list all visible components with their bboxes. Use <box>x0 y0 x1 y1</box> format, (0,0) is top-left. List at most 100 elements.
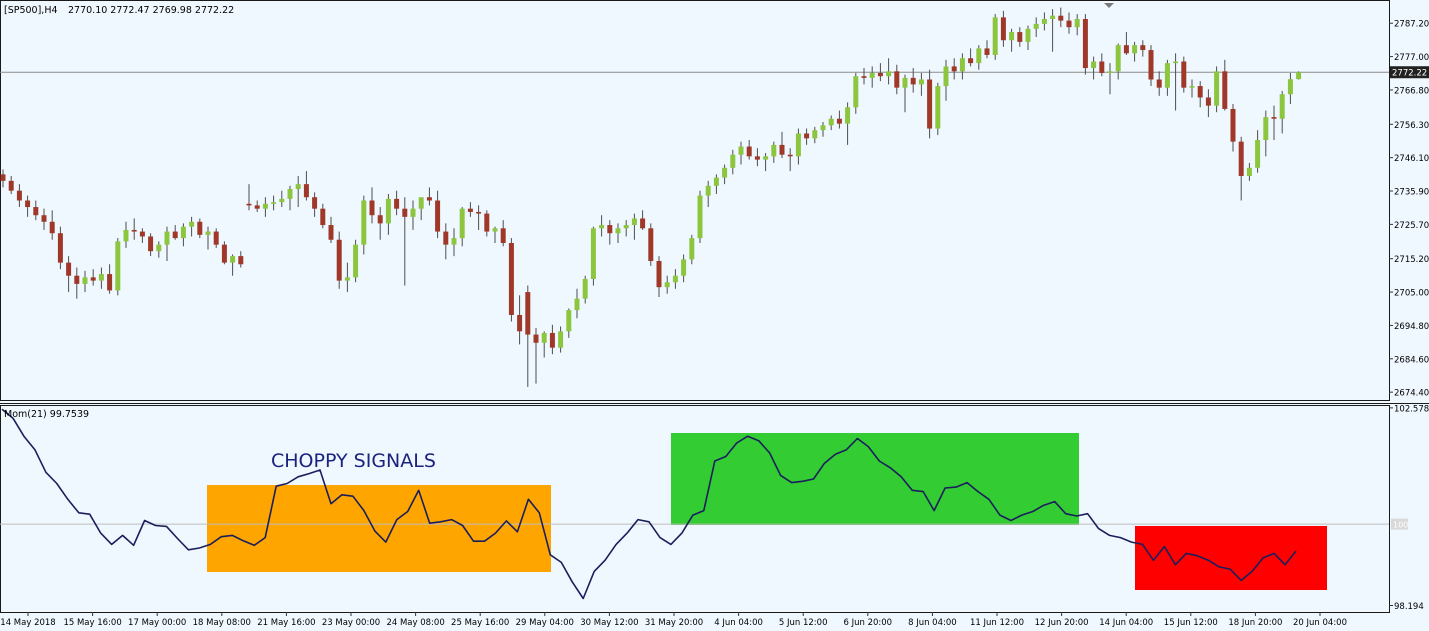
candle-body <box>1197 86 1203 98</box>
candle <box>754 148 760 167</box>
candle-body <box>722 167 728 178</box>
candle <box>303 171 309 201</box>
candle-body <box>98 274 104 281</box>
candle-body <box>369 200 375 216</box>
candle <box>476 205 482 230</box>
candle <box>164 226 170 262</box>
candle-body <box>992 17 998 55</box>
candle-body <box>230 256 236 263</box>
candle <box>369 187 375 224</box>
candle <box>271 195 277 211</box>
candle-body <box>107 274 113 291</box>
candle <box>812 126 818 144</box>
candle <box>246 184 252 211</box>
time-tick-label: 5 Jun 12:00 <box>779 618 828 627</box>
candle-body <box>1156 79 1162 88</box>
time-tick-label: 18 May 08:00 <box>193 618 251 627</box>
candle-body <box>599 225 605 229</box>
candle-body <box>115 241 121 291</box>
candle-body <box>623 225 629 229</box>
candle <box>590 226 596 286</box>
candle <box>738 141 744 165</box>
time-tick-label: 29 May 04:00 <box>516 618 574 627</box>
candle-body <box>312 197 318 209</box>
candle <box>344 262 350 293</box>
time-tick-label: 15 May 16:00 <box>63 618 121 627</box>
candle-body <box>820 125 826 131</box>
candle-body <box>1181 61 1187 88</box>
candle <box>82 270 88 293</box>
candle-body <box>476 211 482 214</box>
momentum-tick-label: 98.194 <box>1394 602 1424 612</box>
time-tick-label: 25 May 16:00 <box>451 618 509 627</box>
candle <box>1115 43 1121 80</box>
candle-body <box>517 314 523 332</box>
candle <box>1173 53 1179 111</box>
candle <box>131 218 137 240</box>
candle <box>574 288 580 319</box>
candle-body <box>771 144 777 157</box>
candle-body <box>976 48 982 64</box>
price-tick-label: 2684.60 <box>1394 355 1429 365</box>
candle <box>1066 12 1072 34</box>
candle <box>533 328 539 384</box>
candle-body <box>1222 71 1228 109</box>
candle <box>705 180 711 208</box>
candle <box>877 63 883 82</box>
candle <box>1050 9 1056 52</box>
candle <box>402 197 408 286</box>
price-tick-label: 2756.30 <box>1394 121 1429 131</box>
candle-body <box>16 190 22 201</box>
candle-body <box>1025 28 1031 42</box>
candle <box>287 185 293 211</box>
candle-body <box>1033 23 1039 29</box>
chart-header-symbol: [SP500],H4 <box>4 5 58 16</box>
candle-body <box>66 262 72 276</box>
chart-shift-marker[interactable] <box>1104 3 1114 8</box>
candle-body <box>394 198 400 209</box>
candle-body <box>1058 15 1064 21</box>
candle <box>492 226 498 244</box>
candle-body <box>590 228 596 279</box>
candle <box>238 251 244 268</box>
price-tick-label: 2777.00 <box>1394 53 1429 63</box>
candle-body <box>164 231 170 245</box>
candle-body <box>951 66 957 72</box>
candle-body <box>746 146 752 157</box>
chart-header-ohlc: 2770.10 2772.47 2769.98 2772.22 <box>68 5 234 16</box>
candle-body <box>959 58 965 72</box>
candle-body <box>82 277 88 284</box>
candle <box>631 213 637 240</box>
candle-body <box>927 79 933 129</box>
candle <box>1164 59 1170 96</box>
momentum-line <box>1 408 1297 600</box>
candle-body <box>410 208 416 217</box>
candle <box>443 223 449 260</box>
candle <box>1296 71 1302 80</box>
candle-body <box>984 48 990 55</box>
candle-body <box>1017 32 1023 42</box>
candle <box>451 228 457 257</box>
candle <box>1033 17 1039 37</box>
candle-body <box>861 76 867 78</box>
choppy-signals-label: CHOPPY SIGNALS <box>271 450 436 472</box>
candle <box>1025 25 1031 51</box>
candle <box>1017 27 1023 47</box>
candle-body <box>49 221 55 234</box>
candle <box>1263 110 1269 157</box>
candle <box>976 45 982 70</box>
candle <box>746 139 752 160</box>
candle-body <box>279 198 285 203</box>
zone-red <box>1135 526 1327 590</box>
candle <box>1189 79 1195 98</box>
candle <box>107 264 113 294</box>
candle <box>1148 45 1154 87</box>
candle <box>1074 14 1080 36</box>
price-tick-label: 2735.90 <box>1394 188 1429 198</box>
price-tick-label: 2766.80 <box>1394 86 1429 96</box>
candle-body <box>492 228 498 232</box>
candle <box>426 187 432 206</box>
candle-body <box>156 244 162 252</box>
candle-body <box>484 213 490 232</box>
